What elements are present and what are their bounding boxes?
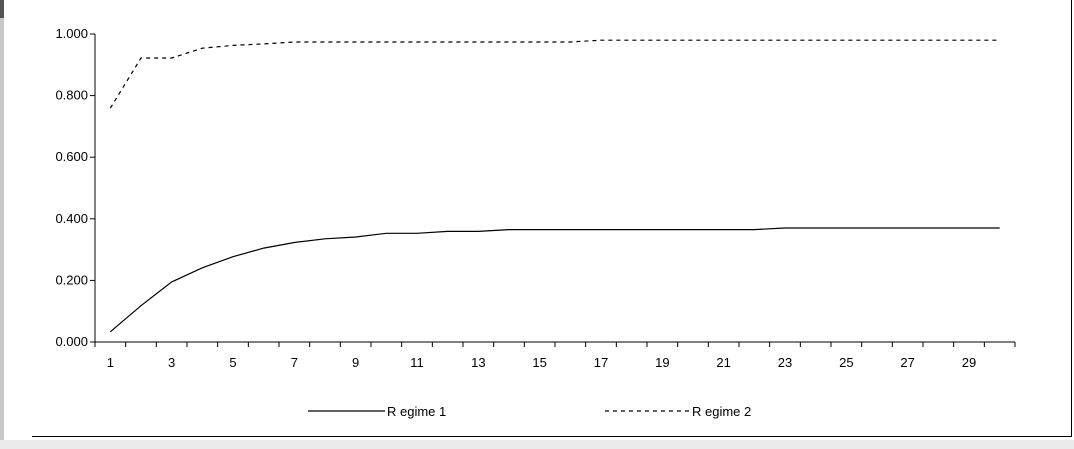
x-tick-label: 29 xyxy=(962,355,976,370)
x-tick-label: 13 xyxy=(471,355,485,370)
x-tick-label: 1 xyxy=(107,355,114,370)
x-tick-label: 7 xyxy=(291,355,298,370)
series-layer xyxy=(109,39,1000,333)
legend: R egime 1 R egime 2 xyxy=(308,404,751,419)
x-tick-label: 11 xyxy=(410,355,424,370)
window-left-edge-marker xyxy=(0,0,4,18)
y-tick-label: 0.800 xyxy=(55,88,88,103)
y-axis-ticks: 0.000 0.200 0.400 0.600 0.800 1.000 xyxy=(55,26,95,349)
x-tick-label: 9 xyxy=(352,355,359,370)
x-tick-label: 21 xyxy=(716,355,730,370)
window-bottom-edge xyxy=(0,440,1074,449)
y-tick-label: 0.600 xyxy=(55,149,88,164)
legend-label-1: R egime 1 xyxy=(387,404,446,419)
x-tick-label: 5 xyxy=(229,355,236,370)
y-tick-label: 0.400 xyxy=(55,211,88,226)
x-tick-label: 17 xyxy=(594,355,608,370)
window-left-edge xyxy=(0,0,4,449)
x-tick-label: 23 xyxy=(778,355,792,370)
y-tick-label: 0.000 xyxy=(55,334,88,349)
y-tick-label: 0.200 xyxy=(55,272,88,287)
chart-frame xyxy=(32,0,1072,437)
y-tick-label: 1.000 xyxy=(55,26,88,41)
x-tick-label: 3 xyxy=(168,355,175,370)
series-line-2 xyxy=(109,39,1000,109)
series-line-1 xyxy=(109,227,1000,333)
x-tick-label: 25 xyxy=(839,355,853,370)
x-tick-label: 27 xyxy=(900,355,914,370)
legend-label-2: R egime 2 xyxy=(692,404,751,419)
x-axis-ticks: 1 3 5 7 9 11 13 15 17 19 21 23 25 27 29 xyxy=(94,342,1016,370)
x-tick-label: 19 xyxy=(655,355,669,370)
chart-axes xyxy=(94,34,1015,343)
x-tick-label: 15 xyxy=(532,355,546,370)
